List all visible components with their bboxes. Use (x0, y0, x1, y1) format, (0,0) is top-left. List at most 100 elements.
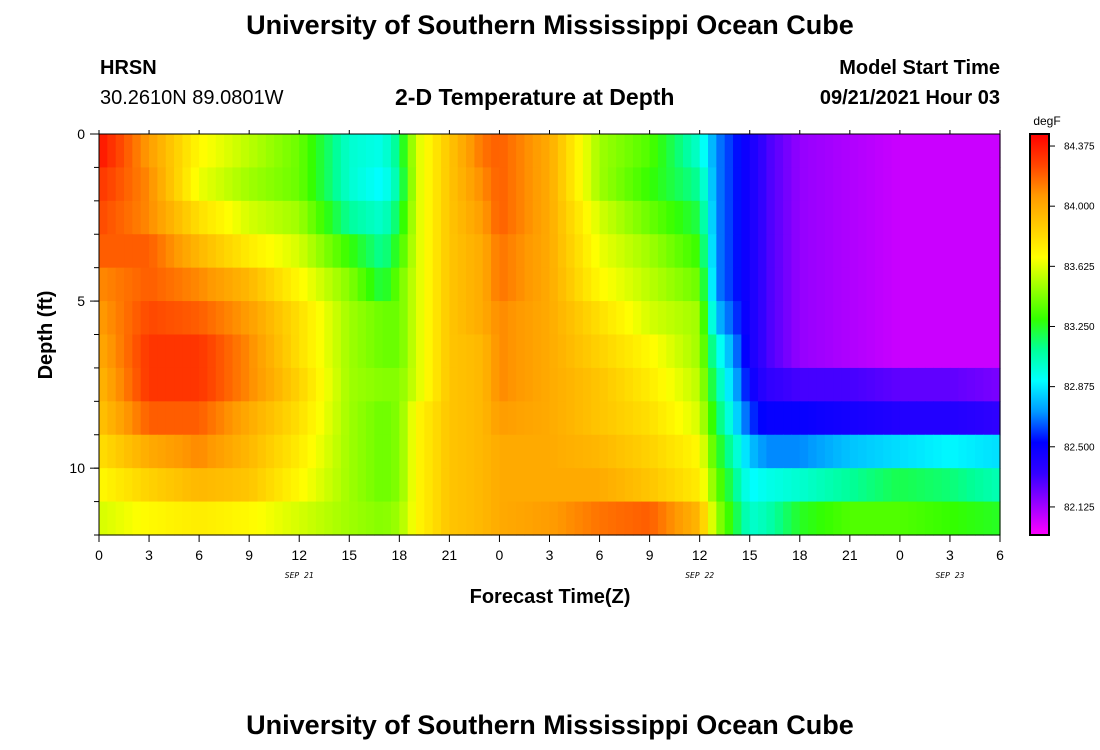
heatmap-cell (432, 401, 442, 436)
heatmap-cell (407, 200, 417, 235)
heatmap-cell (507, 434, 517, 469)
heatmap-cell (666, 334, 676, 369)
heatmap-cell (240, 200, 250, 235)
heatmap-cell (182, 367, 192, 402)
heatmap-cell (199, 267, 209, 302)
heatmap-cell (866, 334, 876, 369)
heatmap-cell (591, 134, 601, 169)
heatmap-cell (833, 468, 843, 503)
heatmap-cell (457, 434, 467, 469)
heatmap-cell (332, 334, 342, 369)
heatmap-cell (157, 134, 167, 169)
heatmap-cell (966, 468, 976, 503)
heatmap-cell (708, 134, 717, 169)
heatmap-cell (491, 301, 501, 336)
heatmap-cell (758, 234, 767, 269)
heatmap-cell (290, 200, 300, 235)
heatmap-cell (365, 468, 375, 503)
heatmap-cell (841, 434, 851, 469)
heatmap-cell (733, 134, 742, 169)
heatmap-cell (883, 301, 893, 336)
heatmap-cell (532, 167, 542, 202)
heatmap-cell (599, 367, 609, 402)
heatmap-cell (107, 434, 117, 469)
heatmap-cell (249, 267, 259, 302)
heatmap-cell (315, 501, 325, 536)
heatmap-cell (841, 401, 851, 436)
heatmap-cell (215, 167, 225, 202)
heatmap-cell (724, 401, 734, 436)
heatmap-cell (974, 334, 984, 369)
heatmap-cell (124, 200, 133, 235)
heatmap-cell (307, 200, 317, 235)
heatmap-cell (866, 200, 876, 235)
heatmap-cell (365, 200, 375, 235)
heatmap-cell (507, 134, 517, 169)
heatmap-cell (983, 401, 993, 436)
heatmap-cell (933, 234, 943, 269)
heatmap-cell (374, 401, 384, 436)
heatmap-cell (924, 167, 934, 202)
heatmap-cell (99, 468, 108, 503)
heatmap-cell (774, 334, 784, 369)
heatmap-cell (124, 134, 133, 169)
heatmap-cell (966, 501, 976, 536)
heatmap-cell (899, 334, 909, 369)
heatmap-cell (983, 501, 993, 536)
heatmap-cell (808, 468, 818, 503)
heatmap-cell (891, 167, 901, 202)
heatmap-cell (716, 434, 726, 469)
heatmap-cell (99, 334, 108, 369)
heatmap-cell (232, 434, 242, 469)
heatmap-cell (616, 501, 626, 536)
heatmap-cell (574, 200, 584, 235)
heatmap-cell (974, 301, 984, 336)
heatmap-cell (499, 501, 509, 536)
heatmap-cell (941, 434, 951, 469)
heatmap-cell (140, 468, 150, 503)
heatmap-cell (799, 434, 809, 469)
heatmap-cell (491, 134, 501, 169)
heatmap-cell (399, 234, 409, 269)
heatmap-cell (824, 301, 834, 336)
heatmap-cell (107, 401, 117, 436)
heatmap-cell (958, 401, 968, 436)
heatmap-cell (799, 501, 809, 536)
heatmap-cell (399, 434, 409, 469)
heatmap-cell (532, 468, 542, 503)
plot-title: 2-D Temperature at Depth (395, 84, 675, 110)
heatmap-cell (332, 434, 342, 469)
heatmap-cell (783, 267, 793, 302)
heatmap-cell (257, 334, 267, 369)
heatmap-cell (349, 200, 359, 235)
heatmap-cell (708, 367, 717, 402)
heatmap-cell (140, 167, 150, 202)
heatmap-cell (115, 468, 125, 503)
heatmap-cell (933, 501, 943, 536)
heatmap-cell (716, 334, 726, 369)
heatmap-cell (649, 167, 659, 202)
heatmap-cell (132, 301, 142, 336)
heatmap-cell (190, 301, 200, 336)
heatmap-cell (499, 167, 509, 202)
heatmap-cell (866, 267, 876, 302)
heatmap-cell (307, 367, 317, 402)
heatmap-cell (841, 468, 851, 503)
heatmap-cell (507, 468, 517, 503)
heatmap-cell (199, 301, 209, 336)
heatmap-cell (649, 134, 659, 169)
heatmap-cell (891, 367, 901, 402)
heatmap-cell (374, 334, 384, 369)
heatmap-cell (866, 134, 876, 169)
heatmap-cell (365, 167, 375, 202)
heatmap-cell (474, 267, 484, 302)
heatmap-cell (499, 301, 509, 336)
heatmap-cell (708, 401, 717, 436)
heatmap-cell (924, 234, 934, 269)
heatmap-cell (549, 367, 559, 402)
heatmap-cell (507, 301, 517, 336)
heatmap-cell (799, 267, 809, 302)
heatmap-cell (833, 501, 843, 536)
heatmap-cell (682, 200, 692, 235)
heatmap-cell (265, 468, 275, 503)
